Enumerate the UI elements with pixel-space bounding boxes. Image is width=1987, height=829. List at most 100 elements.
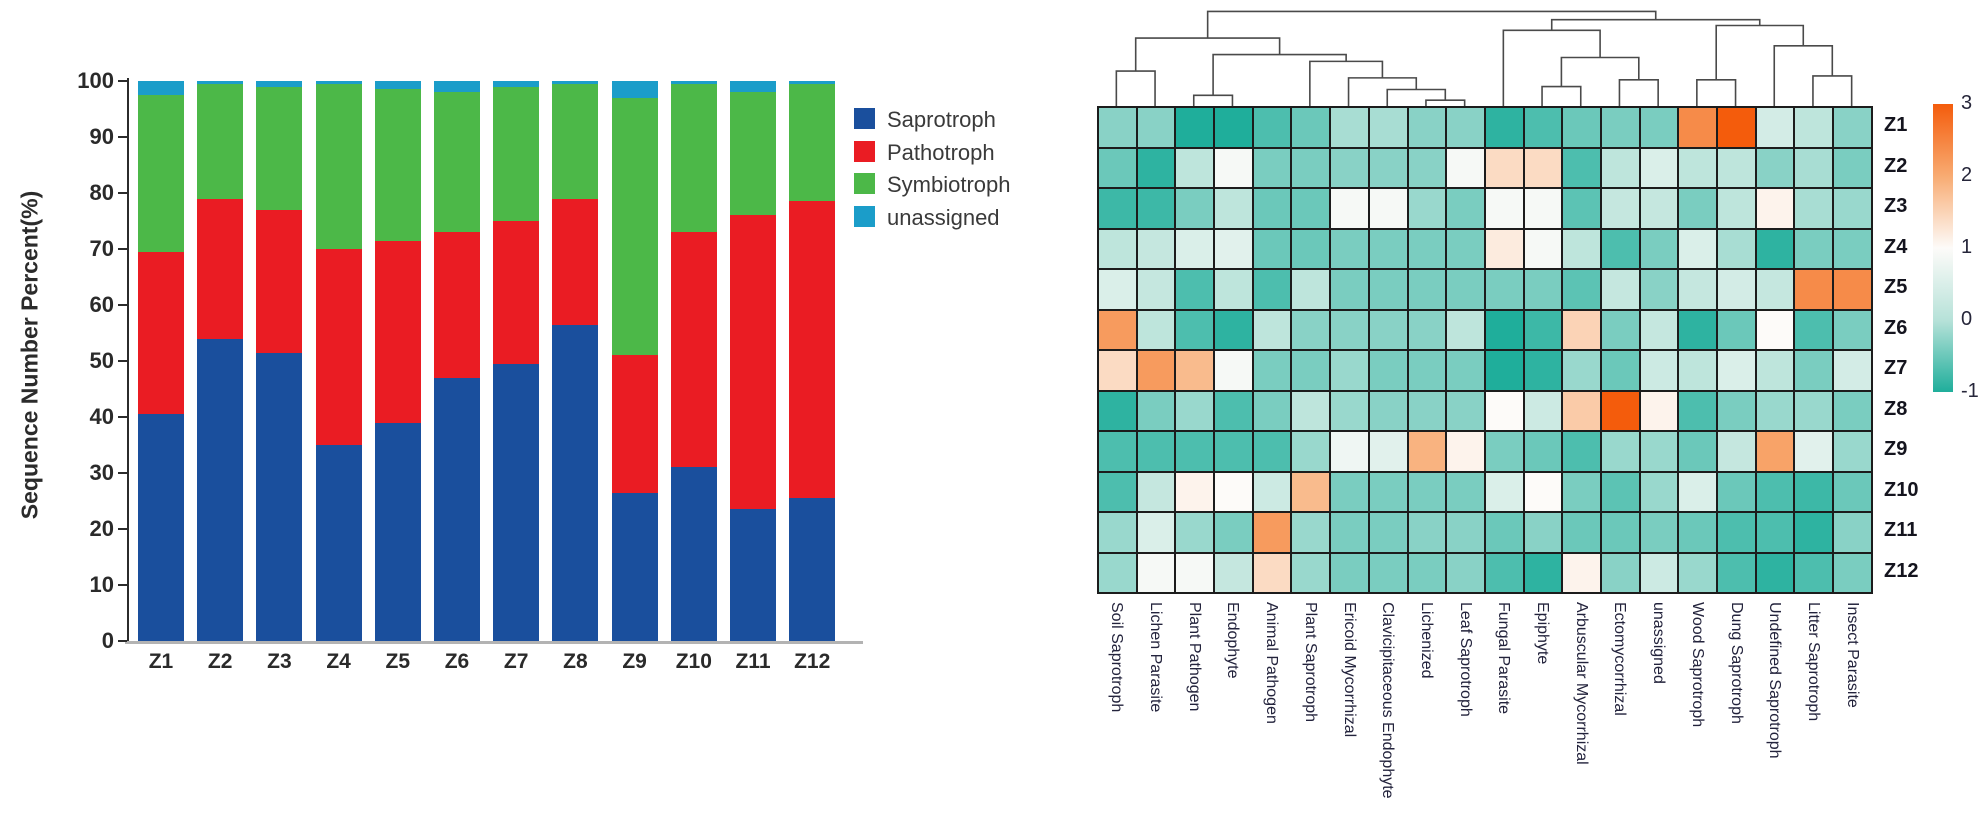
- heatmap-cell: [1833, 107, 1872, 148]
- heatmap-column-label: Lichenized: [1417, 602, 1435, 679]
- heatmap-grid: [1097, 106, 1873, 594]
- bar-segment-pathotroph: [315, 249, 362, 445]
- bar-segment-saprotroph: [670, 467, 717, 641]
- legend-item-pathotroph: Pathotroph: [854, 140, 1054, 165]
- heatmap-cell: [1368, 552, 1408, 593]
- heatmap-cell: [1407, 188, 1447, 229]
- bar-segment-pathotroph: [493, 221, 540, 364]
- heatmap-cell: [1252, 512, 1292, 553]
- heatmap-cell: [1562, 350, 1601, 391]
- heatmap-column-label: Insect Parasite: [1843, 602, 1861, 708]
- bar-segment-saprotroph: [789, 498, 836, 641]
- heatmap-cell: [1717, 552, 1756, 593]
- dendrogram-link: [1812, 75, 1853, 106]
- heatmap-cell: [1214, 390, 1253, 431]
- heatmap-column-label: Arbuscular Mycorrhizal: [1572, 602, 1590, 765]
- heatmap-cell: [1794, 269, 1834, 310]
- heatmap-cell: [1446, 431, 1485, 472]
- bar-segment-pathotroph: [670, 232, 717, 468]
- bar-segment-symbiotroph: [434, 92, 480, 233]
- heatmap-cell: [1098, 390, 1137, 431]
- heatmap-cell: [1794, 350, 1834, 391]
- heatmap-cell: [1330, 269, 1369, 310]
- x-tick-label: Z6: [444, 650, 470, 673]
- heatmap-cell: [1407, 552, 1447, 593]
- heatmap-cell: [1175, 350, 1215, 391]
- heatmap-cell: [1794, 431, 1834, 472]
- heatmap-cell: [1368, 471, 1408, 512]
- heatmap-cell: [1175, 390, 1215, 431]
- heatmap-cell: [1098, 471, 1137, 512]
- y-tick-mark: [118, 584, 127, 586]
- heatmap-cell: [1291, 390, 1331, 431]
- bar-Z7: [493, 0, 540, 829]
- heatmap-cell: [1446, 188, 1485, 229]
- x-tick-label: Z7: [503, 650, 529, 673]
- legend-item-saprotroph: Saprotroph: [854, 107, 1054, 132]
- dendrogram-link: [1115, 70, 1156, 106]
- heatmap-cell: [1136, 147, 1176, 188]
- bar-segment-pathotroph: [552, 198, 599, 325]
- bar-segment-pathotroph: [197, 198, 244, 339]
- heatmap-cell: [1175, 431, 1215, 472]
- bar-segment-saprotroph: [552, 324, 599, 641]
- dendrogram-link: [1696, 79, 1737, 106]
- heatmap-cell: [1098, 107, 1137, 148]
- heatmap-cell: [1252, 350, 1292, 391]
- heatmap-cell: [1175, 147, 1215, 188]
- heatmap-cell: [1639, 512, 1679, 553]
- y-tick-mark: [118, 304, 127, 306]
- bar-segment-symbiotroph: [611, 97, 658, 356]
- y-tick-mark: [118, 528, 127, 530]
- y-tick-mark: [118, 192, 127, 194]
- heatmap-cell: [1639, 228, 1679, 269]
- heatmap-cell: [1252, 269, 1292, 310]
- heatmap-cell: [1214, 350, 1253, 391]
- stacked-bar-chart: Sequence Number Percent(%) 0 10 20 30 40 50 60…: [0, 0, 1011, 829]
- legend-label: Saprotroph: [887, 107, 996, 132]
- heatmap-cell: [1368, 350, 1408, 391]
- heatmap-cell: [1755, 350, 1795, 391]
- heatmap-cell: [1717, 471, 1756, 512]
- heatmap-cell: [1639, 552, 1679, 593]
- heatmap-cell: [1330, 228, 1369, 269]
- heatmap-cell: [1098, 188, 1137, 229]
- heatmap-cell: [1368, 390, 1408, 431]
- heatmap-cell: [1136, 350, 1176, 391]
- bar-segment-pathotroph: [789, 201, 836, 499]
- heatmap-cell: [1523, 552, 1563, 593]
- heatmap-cell: [1639, 309, 1679, 350]
- heatmap-column-label: Leaf Saprotroph: [1456, 602, 1474, 717]
- heatmap-cell: [1600, 107, 1640, 148]
- heatmap-cell: [1717, 390, 1756, 431]
- bar-segment-saprotroph: [730, 509, 776, 641]
- heatmap-cell: [1600, 431, 1640, 472]
- heatmap-cell: [1214, 431, 1253, 472]
- heatmap-cell: [1562, 390, 1601, 431]
- heatmap-column-label: Animal Pathogen: [1263, 602, 1281, 724]
- column-dendrogram: [1115, 10, 1853, 106]
- heatmap-cell: [1330, 147, 1369, 188]
- heatmap-cell: [1717, 350, 1756, 391]
- heatmap-cell: [1446, 269, 1485, 310]
- heatmap-cell: [1755, 309, 1795, 350]
- x-tick-label: Z3: [267, 650, 292, 673]
- bar-segment-pathotroph: [730, 215, 776, 510]
- bar-Z11: [730, 0, 776, 829]
- heatmap-cell: [1368, 309, 1408, 350]
- y-tick-mark: [118, 640, 127, 642]
- heatmap-cell: [1252, 147, 1292, 188]
- y-tick-label: 10: [89, 572, 114, 597]
- y-tick-mark: [118, 248, 127, 250]
- heatmap-cell: [1717, 269, 1756, 310]
- heatmap-cell: [1098, 228, 1137, 269]
- heatmap-cell: [1175, 471, 1215, 512]
- heatmap-cell: [1252, 471, 1292, 512]
- heatmap-cell: [1755, 431, 1795, 472]
- bar-segment-unassigned: [552, 81, 599, 84]
- heatmap-cell: [1098, 350, 1137, 391]
- y-tick-mark: [118, 80, 127, 82]
- colorbar: [1933, 104, 1953, 392]
- bar-Z5: [374, 0, 421, 829]
- bar-segment-unassigned: [789, 81, 836, 84]
